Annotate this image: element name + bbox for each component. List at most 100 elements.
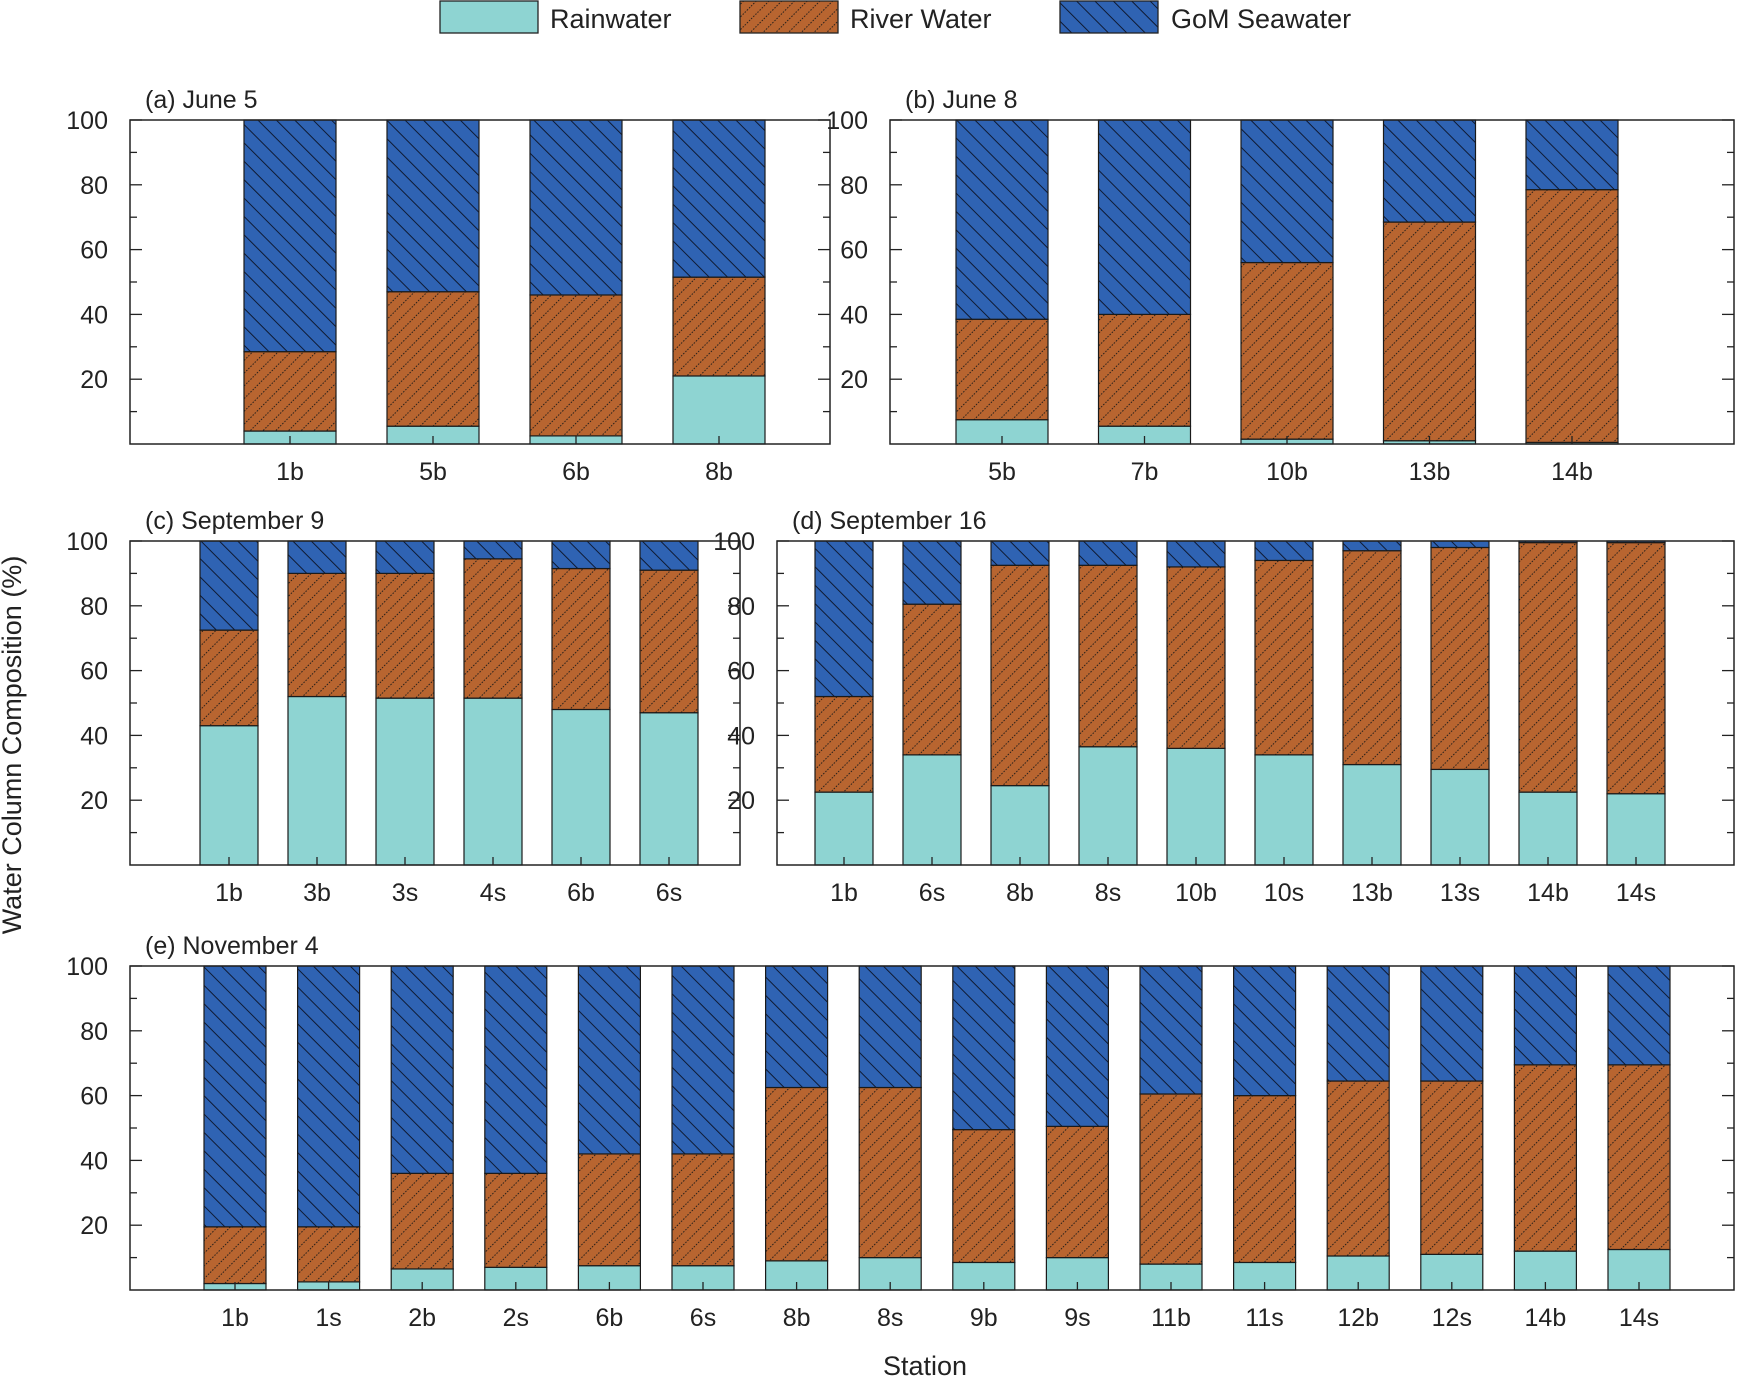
bar-gom-seawater-5b (955, 119, 1049, 320)
bar-rainwater-13s (1430, 768, 1490, 866)
bar-rainwater-6b (551, 708, 611, 866)
x-tick-label-14s: 14s (1619, 1304, 1659, 1332)
bar-river-water-9b (952, 1129, 1016, 1264)
bar-river-water-12b (1326, 1080, 1390, 1257)
x-tick-label-14b: 14b (1527, 879, 1569, 907)
x-tick-label-6s: 6s (656, 879, 682, 907)
y-tick-label: 40 (727, 722, 755, 750)
bar-river-water-3s (375, 572, 435, 699)
panel-title-c-september-9: (c) September 9 (145, 507, 324, 535)
bar-gom-seawater-8s (1078, 540, 1138, 566)
x-tick-label-10b: 10b (1175, 879, 1217, 907)
y-tick-label: 60 (727, 658, 755, 686)
bar-gom-seawater-2s (484, 965, 548, 1174)
bar-river-water-8b (990, 564, 1050, 787)
x-tick-label-8s: 8s (1095, 879, 1121, 907)
bar-river-water-11b (1139, 1093, 1203, 1265)
x-tick-label-3b: 3b (303, 879, 331, 907)
panel-e: (e) November 4 20 40 60 80 100 1b 1s 2b 2s 6b 6s 8b 8… (66, 932, 1735, 1332)
bar-rainwater-13b (1342, 763, 1402, 866)
bar-gom-seawater-6s (671, 965, 735, 1155)
x-tick-label-11b: 11b (1151, 1304, 1191, 1332)
plot-frame (129, 965, 1735, 1291)
bar-river-water-8b (672, 276, 766, 377)
bar-gom-seawater-2b (390, 965, 454, 1174)
y-tick-label: 20 (80, 787, 108, 815)
bar-rainwater-3s (375, 697, 435, 866)
legend-swatch-river-water (739, 0, 839, 34)
x-axis-title: Station (883, 1351, 967, 1377)
bar-gom-seawater-13b (1342, 540, 1402, 552)
bar-river-water-6b (529, 294, 623, 437)
bar-rainwater-14s (1606, 793, 1666, 866)
x-tick-label-13b: 13b (1351, 879, 1393, 907)
bar-gom-seawater-1b (243, 119, 337, 353)
panel-a: (a) June 5 20 40 60 80 100 1b 5b 6b 8b (66, 86, 831, 486)
x-tick-label-6b: 6b (562, 458, 590, 486)
bar-river-water-14b (1513, 1064, 1578, 1252)
x-tick-label-13b: 13b (1409, 458, 1451, 486)
y-axis-title: Water Column Composition (%) (0, 556, 27, 935)
y-tick-label: 40 (80, 722, 108, 750)
y-tick-label: 80 (80, 593, 108, 621)
bar-gom-seawater-14b (1525, 119, 1619, 191)
bar-rainwater-4s (463, 697, 523, 866)
bar-gom-seawater-14b (1513, 965, 1578, 1066)
bar-river-water-6s (639, 569, 699, 714)
bar-gom-seawater-10b (1166, 540, 1226, 568)
bar-gom-seawater-6s (639, 540, 699, 571)
x-tick-label-6s: 6s (690, 1304, 716, 1332)
bar-river-water-5b (955, 318, 1049, 421)
plot-frame (889, 119, 1735, 445)
bar-gom-seawater-3s (375, 540, 435, 575)
x-tick-label-9s: 9s (1064, 1304, 1090, 1332)
x-tick-label-12b: 12b (1337, 1304, 1379, 1332)
x-tick-label-4s: 4s (480, 879, 506, 907)
x-tick-label-1b: 1b (221, 1304, 249, 1332)
bar-river-water-1b (814, 695, 874, 793)
x-tick-label-7b: 7b (1131, 458, 1159, 486)
legend-label-rainwater: Rainwater (550, 4, 672, 34)
x-tick-label-13s: 13s (1440, 879, 1480, 907)
bar-gom-seawater-1s (297, 965, 361, 1228)
x-tick-label-2s: 2s (503, 1304, 529, 1332)
bar-river-water-8s (858, 1086, 922, 1259)
y-tick-label: 80 (840, 172, 868, 200)
y-tick-label: 40 (80, 301, 108, 329)
panel-title-e-november-4: (e) November 4 (145, 932, 319, 960)
bar-gom-seawater-4s (463, 540, 523, 560)
x-tick-label-3s: 3s (392, 879, 418, 907)
plot-frame (129, 119, 831, 445)
bar-river-water-2b (390, 1172, 454, 1270)
bar-river-water-10b (1166, 566, 1226, 749)
y-tick-label: 20 (80, 366, 108, 394)
bar-river-water-14s (1606, 542, 1666, 795)
y-tick-label: 100 (66, 528, 108, 556)
y-tick-label: 60 (80, 658, 108, 686)
legend-swatch-rainwater (439, 0, 539, 34)
panel-title-d-september-16: (d) September 16 (792, 507, 987, 535)
bar-gom-seawater-10s (1254, 540, 1314, 562)
x-tick-label-8s: 8s (877, 1304, 903, 1332)
bar-gom-seawater-8s (858, 965, 922, 1089)
bar-river-water-10s (1254, 559, 1314, 756)
bar-rainwater-1b (199, 725, 259, 866)
bar-river-water-12s (1420, 1080, 1484, 1255)
y-tick-label: 20 (727, 787, 755, 815)
bar-gom-seawater-6b (577, 965, 642, 1155)
y-tick-label: 100 (66, 107, 108, 135)
bar-gom-seawater-14s (1607, 965, 1671, 1066)
bar-gom-seawater-5b (386, 119, 480, 293)
bar-gom-seawater-12s (1420, 965, 1484, 1082)
y-tick-label: 60 (80, 237, 108, 265)
x-tick-label-1b: 1b (215, 879, 243, 907)
x-tick-label-2b: 2b (408, 1304, 436, 1332)
y-tick-label: 100 (713, 528, 755, 556)
bar-rainwater-8b (990, 785, 1050, 866)
bar-rainwater-6s (902, 754, 962, 866)
bar-river-water-1s (297, 1226, 361, 1283)
bar-river-water-11s (1232, 1094, 1297, 1264)
x-tick-label-8b: 8b (705, 458, 733, 486)
bar-river-water-9s (1045, 1125, 1110, 1259)
